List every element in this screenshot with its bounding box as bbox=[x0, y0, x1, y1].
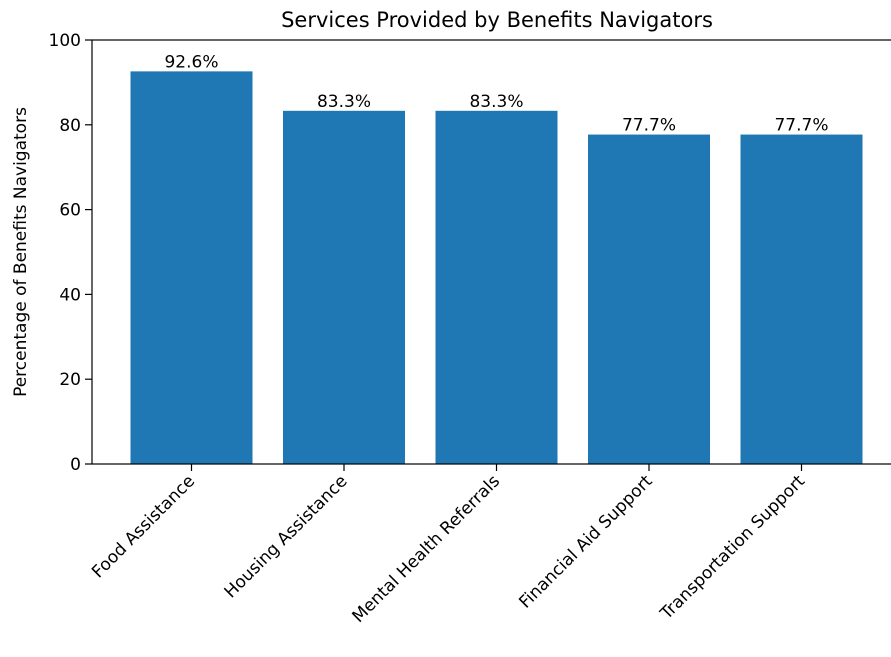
x-tick-label: Housing Assistance bbox=[221, 471, 352, 602]
bar-value-label: 77.7% bbox=[774, 116, 828, 136]
bar-value-label: 83.3% bbox=[469, 92, 523, 112]
y-tick-label: 0 bbox=[70, 455, 81, 475]
bar-value-label: 83.3% bbox=[317, 92, 371, 112]
bar bbox=[741, 135, 863, 464]
bar bbox=[436, 111, 558, 464]
bar bbox=[131, 71, 253, 464]
plot-area: 0 20 40 60 80 100 92.6% Food Assistance 83.3% Hou… bbox=[49, 31, 863, 627]
x-tick-label: Mental Health Referrals bbox=[348, 471, 504, 627]
x-tick-label: Financial Aid Support bbox=[515, 471, 656, 612]
x-tick-label: Food Assistance bbox=[88, 471, 199, 582]
y-tick-label: 40 bbox=[59, 285, 81, 305]
bar-value-label: 77.7% bbox=[622, 116, 676, 136]
y-tick-label: 60 bbox=[59, 201, 81, 221]
bar-value-label: 92.6% bbox=[164, 52, 218, 72]
y-axis-label: Percentage of Benefits Navigators bbox=[11, 107, 31, 397]
y-tick-label: 100 bbox=[49, 31, 81, 51]
chart-title: Services Provided by Benefits Navigators bbox=[281, 8, 713, 32]
y-tick-label: 20 bbox=[59, 370, 81, 390]
x-tick-label: Transportation Support bbox=[656, 471, 809, 624]
bar bbox=[283, 111, 405, 464]
y-tick-label: 80 bbox=[59, 116, 81, 136]
bar bbox=[588, 135, 710, 464]
